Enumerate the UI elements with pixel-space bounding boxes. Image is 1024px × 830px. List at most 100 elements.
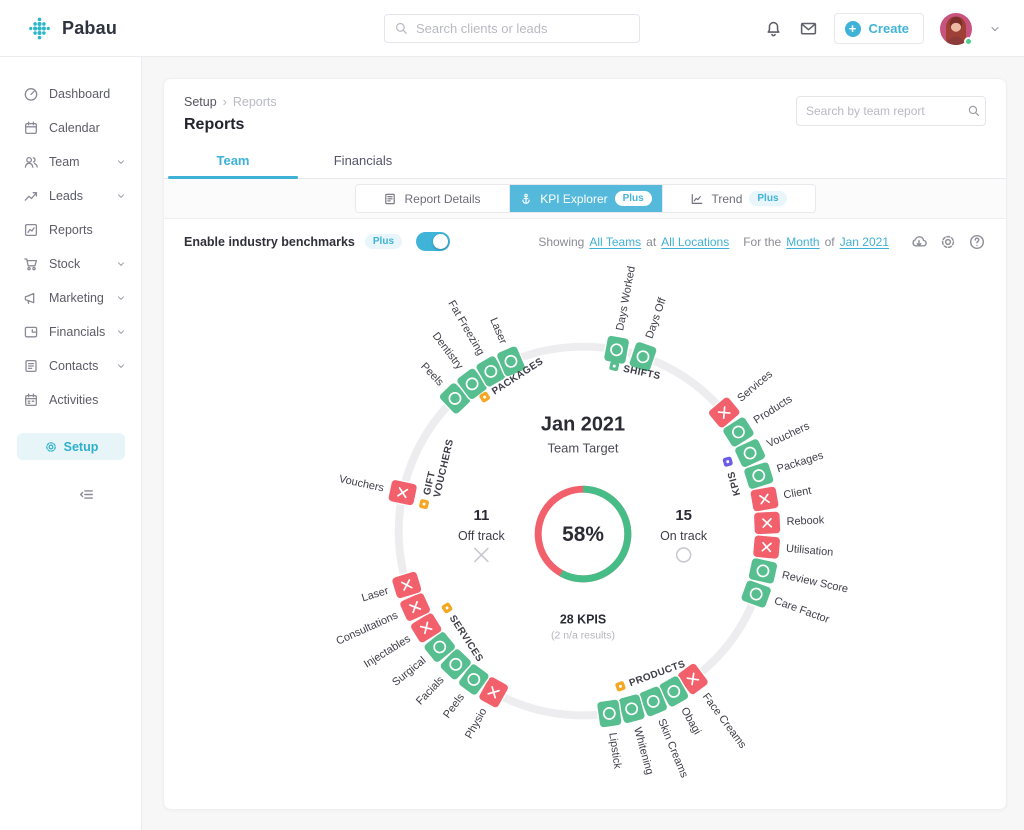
kpi-segment-label: Face Creams — [700, 691, 749, 751]
setup-label: Setup — [63, 439, 99, 454]
on-track-mark — [504, 354, 518, 368]
on-track-mark — [625, 702, 639, 716]
sidebar-collapse-icon[interactable] — [78, 486, 95, 503]
gear-icon[interactable] — [939, 233, 957, 251]
sidebar-item-setup[interactable]: Setup — [17, 433, 125, 460]
kpi-segment-care-factor[interactable] — [740, 579, 773, 610]
view-button-trend[interactable]: Trend Plus — [661, 185, 815, 212]
reports-icon — [23, 222, 39, 238]
kpi-segment-label: Peels — [441, 691, 467, 721]
on-track-mark — [467, 673, 481, 686]
kpi-segment-vouchers[interactable] — [387, 478, 419, 507]
chevron-down-icon[interactable] — [988, 22, 1002, 36]
on-track-mark — [743, 446, 757, 460]
sidebar-item-calendar[interactable]: Calendar — [0, 111, 141, 145]
chevron-down-icon — [115, 156, 127, 168]
kpi-segment-client[interactable] — [749, 485, 780, 513]
breadcrumb-separator: › — [222, 95, 227, 109]
kpi-note: (2 n/a results) — [551, 631, 615, 642]
avatar[interactable] — [940, 12, 973, 46]
tab-team[interactable]: Team — [168, 148, 298, 179]
view-button-kpi-explorer[interactable]: KPI Explorer Plus — [508, 185, 662, 212]
sidebar-item-label: Team — [49, 155, 80, 169]
kpi-segment-physio[interactable] — [477, 675, 510, 710]
tab-financials[interactable]: Financials — [333, 153, 393, 168]
kpi-segment-label: Rebook — [786, 514, 825, 528]
kpi-segment-services[interactable] — [707, 395, 742, 430]
on-track-mark — [465, 377, 479, 391]
team-report-search-input[interactable] — [806, 104, 961, 118]
kpi-segment-products[interactable] — [721, 415, 756, 449]
kpi-segment-rebook[interactable] — [752, 510, 782, 536]
kpi-segment-utilisation[interactable] — [751, 534, 782, 560]
kpi-segment-label: Peels — [418, 361, 446, 389]
kpi-segment-days-worked[interactable] — [602, 334, 631, 366]
messages-mail-icon[interactable] — [799, 19, 818, 38]
benchmarks-label: Enable industry benchmarks — [184, 234, 355, 249]
help-icon[interactable] — [968, 233, 986, 251]
breadcrumb-setup[interactable]: Setup — [184, 95, 217, 109]
kpi-segment-injectables[interactable] — [409, 611, 444, 645]
report-tabs: Team Financials — [164, 148, 1006, 179]
marketing-icon — [23, 290, 39, 306]
for-label: For the — [743, 234, 782, 249]
sidebar-item-stock[interactable]: Stock — [0, 247, 141, 281]
chart-subtitle: Team Target — [548, 440, 619, 455]
kpi-segment-lipstick[interactable] — [595, 698, 623, 729]
kpi-segment-obagi[interactable] — [657, 674, 690, 709]
breadcrumb: Setup › Reports — [184, 95, 986, 109]
sidebar-item-leads[interactable]: Leads — [0, 179, 141, 213]
off-track-mark — [397, 487, 409, 499]
kpi-segment-label: Products — [752, 393, 795, 427]
sidebar-item-team[interactable]: Team — [0, 145, 141, 179]
kpi-segment-laser[interactable] — [495, 344, 527, 378]
main-area: Setup › Reports Reports Team Financials … — [143, 57, 1024, 830]
kpi-segment-label: Lipstick — [606, 732, 623, 770]
chevron-down-icon — [115, 326, 127, 338]
kpi-segment-vouchers[interactable] — [733, 437, 767, 469]
notifications-bell-icon[interactable] — [764, 19, 783, 38]
kpi-wheel: Days Worked Days Off SHIFTS Peels Dentistry F… — [164, 264, 1006, 809]
sidebar-item-label: Activities — [49, 393, 99, 407]
sidebar-item-dashboard[interactable]: Dashboard — [0, 77, 141, 111]
kpi-segment-review-score[interactable] — [747, 556, 779, 585]
cloud-download-icon[interactable] — [910, 233, 928, 251]
kpi-segment-label: Facials — [414, 674, 447, 708]
period-filter-link[interactable]: Month — [786, 234, 820, 249]
activities-icon — [23, 392, 39, 408]
benchmarks-toggle[interactable] — [416, 232, 451, 251]
kpi-segment-laser[interactable] — [390, 570, 423, 600]
off-track-mark — [487, 685, 500, 699]
kpi-segment-whitening[interactable] — [617, 693, 646, 725]
search-icon — [394, 21, 409, 36]
create-button[interactable]: + Create — [833, 13, 924, 44]
on-track-count: 15 — [675, 507, 692, 524]
locations-filter-link[interactable]: All Locations — [661, 234, 730, 249]
sidebar-item-financials[interactable]: Financials — [0, 315, 141, 349]
kpi-segment-packages[interactable] — [742, 461, 775, 491]
sidebar-item-marketing[interactable]: Marketing — [0, 281, 141, 315]
global-search[interactable] — [384, 14, 640, 43]
off-track-mark — [686, 672, 700, 686]
global-search-input[interactable] — [416, 21, 630, 36]
view-label: Report Details — [404, 191, 481, 206]
team-report-search[interactable] — [796, 96, 986, 126]
date-filter-link[interactable]: Jan 2021 — [839, 234, 889, 249]
sidebar-item-contacts[interactable]: Contacts — [0, 349, 141, 383]
kpi-segment-days-off[interactable] — [628, 340, 658, 373]
showing-label: Showing — [538, 234, 585, 249]
sidebar-item-activities[interactable]: Activities — [0, 383, 141, 417]
kpi-segment-facials[interactable] — [438, 647, 473, 682]
svg-text:SHIFTS: SHIFTS — [622, 364, 661, 383]
gear-icon — [44, 440, 58, 454]
kpi-segment-label: Vouchers — [765, 420, 812, 450]
view-button-report-details[interactable]: Report Details — [355, 185, 509, 212]
team-icon — [23, 154, 39, 170]
kpi-segment-label: Dentistry — [430, 330, 466, 372]
sidebar-item-reports[interactable]: Reports — [0, 213, 141, 247]
kpi-segment-label: Injectables — [362, 633, 413, 671]
brand-name: Pabau — [62, 17, 118, 38]
teams-filter-link[interactable]: All Teams — [589, 234, 642, 249]
on-track-mark — [449, 657, 463, 671]
